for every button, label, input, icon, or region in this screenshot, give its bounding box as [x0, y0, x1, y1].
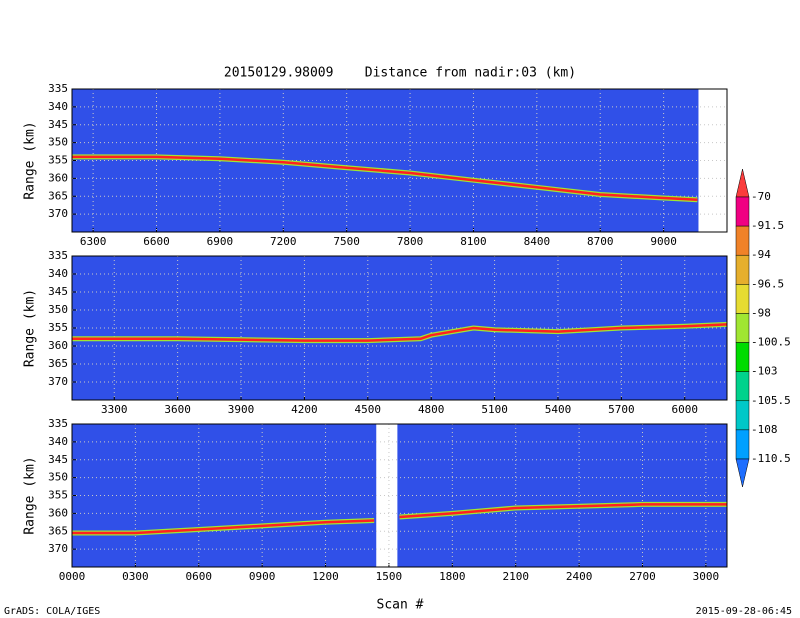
x-tick-label: 3900: [228, 403, 255, 416]
y-tick-label: 370: [48, 375, 68, 388]
colorbar-segment: [735, 400, 750, 431]
y-tick-label: 365: [48, 524, 68, 537]
colorbar-label: -108: [751, 423, 778, 436]
colorbar-segment: [735, 313, 750, 343]
x-tick-label: 1800: [439, 570, 466, 583]
colorbar-label: -96.5: [751, 277, 784, 290]
colorbar-cap: [735, 168, 750, 198]
y-tick-label: 365: [48, 189, 68, 202]
surface-line: [72, 519, 375, 535]
y-tick-label: 350: [48, 303, 68, 316]
y-tick-label: 345: [48, 285, 68, 298]
x-tick-label: 6000: [671, 403, 698, 416]
x-tick-label: 4200: [291, 403, 318, 416]
plot-frame: [71, 423, 728, 568]
y-axis-label: Range (km): [23, 121, 38, 199]
x-tick-label: 3300: [101, 403, 128, 416]
x-tick-label: 1200: [312, 570, 339, 583]
plot-background: [72, 89, 727, 232]
footer-left: GrADS: COLA/IGES: [4, 606, 100, 617]
x-tick-label: 8400: [524, 235, 551, 248]
y-tick-label: 335: [48, 417, 68, 430]
colorbar-label: -103: [751, 365, 778, 378]
x-tick-label: 4500: [355, 403, 382, 416]
y-tick-label: 350: [48, 471, 68, 484]
x-tick-label: 5100: [481, 403, 508, 416]
colorbar-label: -98: [751, 306, 771, 319]
y-axis-label: Range (km): [23, 456, 38, 534]
x-tick-label: 3600: [164, 403, 191, 416]
y-tick-label: 360: [48, 506, 68, 519]
x-tick-label: 2100: [502, 570, 529, 583]
x-tick-label: 5400: [545, 403, 572, 416]
colorbar-segment: [735, 371, 750, 402]
x-tick-label: 6600: [143, 235, 170, 248]
x-tick-label: 8100: [460, 235, 487, 248]
plot-frame: [71, 88, 728, 233]
x-tick-label: 5700: [608, 403, 635, 416]
y-tick-label: 345: [48, 118, 68, 131]
y-tick-label: 365: [48, 357, 68, 370]
colorbar-label: -110.5: [751, 452, 791, 465]
y-tick-label: 355: [48, 321, 68, 334]
colorbar-segment: [735, 284, 750, 314]
x-tick-label: 6300: [80, 235, 107, 248]
colorbar-segment: [735, 196, 750, 227]
x-tick-label: 7800: [397, 235, 424, 248]
surface-line: [72, 155, 698, 202]
colorbar-segment: [735, 342, 750, 372]
chart-title: 20150129.98009 Distance from nadir:03 (k…: [224, 66, 576, 81]
y-tick-label: 345: [48, 453, 68, 466]
y-tick-label: 340: [48, 267, 68, 280]
colorbar-label: -105.5: [751, 394, 791, 407]
x-axis-label: Scan #: [377, 598, 424, 613]
y-tick-label: 355: [48, 489, 68, 502]
x-tick-label: 9000: [650, 235, 677, 248]
y-tick-label: 360: [48, 339, 68, 352]
y-tick-label: 335: [48, 82, 68, 95]
footer-right: 2015-09-28-06:45: [696, 606, 792, 617]
plot-frame: [71, 255, 728, 401]
colorbar-label: -70: [751, 190, 771, 203]
surface-line: [399, 503, 727, 519]
x-tick-label: 2400: [566, 570, 593, 583]
colorbar-segment: [735, 225, 750, 256]
y-tick-label: 370: [48, 542, 68, 555]
plot-background: [72, 424, 727, 567]
x-tick-label: 0000: [59, 570, 86, 583]
y-tick-label: 340: [48, 435, 68, 448]
colorbar-segment: [735, 254, 750, 285]
x-tick-label: 8700: [587, 235, 614, 248]
y-axis-label: Range (km): [23, 289, 38, 367]
colorbar-label: -100.5: [751, 336, 791, 349]
no-data-region: [376, 424, 398, 567]
y-tick-label: 335: [48, 249, 68, 262]
x-tick-label: 3000: [693, 570, 720, 583]
y-tick-label: 370: [48, 207, 68, 220]
colorbar-segment: [735, 429, 750, 460]
y-tick-label: 350: [48, 136, 68, 149]
y-tick-label: 360: [48, 171, 68, 184]
x-tick-label: 0900: [249, 570, 276, 583]
y-tick-label: 355: [48, 154, 68, 167]
x-tick-label: 0300: [122, 570, 149, 583]
colorbar-cap: [735, 458, 750, 488]
x-tick-label: 2700: [629, 570, 656, 583]
x-tick-label: 6900: [207, 235, 234, 248]
colorbar-label: -94: [751, 248, 771, 261]
y-tick-label: 340: [48, 100, 68, 113]
x-tick-label: 7200: [270, 235, 297, 248]
x-tick-label: 1500: [376, 570, 403, 583]
colorbar-label: -91.5: [751, 219, 784, 232]
x-tick-label: 0600: [186, 570, 213, 583]
surface-line: [72, 323, 728, 342]
x-tick-label: 7500: [333, 235, 360, 248]
x-tick-label: 4800: [418, 403, 445, 416]
